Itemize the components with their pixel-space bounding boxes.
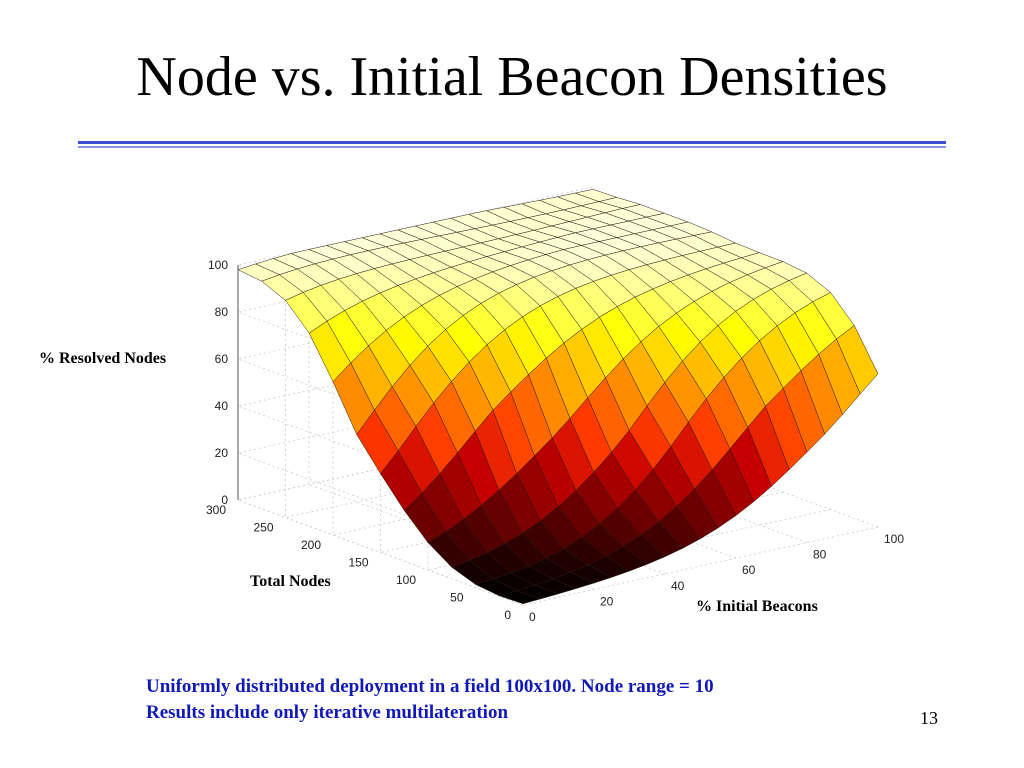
- x-tick-label: 100: [884, 532, 904, 546]
- caption-line-1: Uniformly distributed deployment in a fi…: [146, 676, 714, 697]
- z-tick-label: 80: [215, 305, 229, 319]
- y-tick-label: 100: [396, 573, 416, 587]
- z-tick-label: 40: [215, 399, 229, 413]
- y-tick-label: 250: [253, 521, 273, 535]
- slide-caption: Uniformly distributed deployment in a fi…: [146, 674, 714, 726]
- z-tick-label: 60: [215, 352, 229, 366]
- z-tick-label: 0: [221, 493, 228, 507]
- page-number: 13: [920, 708, 938, 728]
- title-rule: [78, 141, 946, 144]
- x-axis-label: % Initial Beacons: [696, 598, 818, 615]
- y-axis-label: Total Nodes: [250, 573, 331, 590]
- y-tick-label: 50: [450, 591, 464, 605]
- title-rule-secondary: [78, 146, 946, 148]
- y-tick-label: 200: [301, 538, 321, 552]
- z-tick-label: 100: [208, 258, 228, 272]
- slide-title: Node vs. Initial Beacon Densities: [136, 46, 888, 108]
- y-tick-label: 150: [348, 556, 368, 570]
- z-axis-label: % Resolved Nodes: [39, 350, 167, 367]
- y-tick-label: 300: [206, 503, 226, 517]
- x-tick-label: 40: [671, 579, 685, 593]
- x-tick-label: 80: [813, 548, 827, 562]
- surface-patch: [836, 325, 879, 395]
- y-tick-label: 0: [504, 608, 511, 622]
- x-tick-label: 20: [600, 594, 614, 608]
- x-tick-label: 0: [529, 610, 536, 624]
- z-tick-label: 20: [215, 446, 229, 460]
- x-tick-label: 60: [742, 563, 756, 577]
- caption-line-2: Results include only iterative multilate…: [146, 702, 509, 723]
